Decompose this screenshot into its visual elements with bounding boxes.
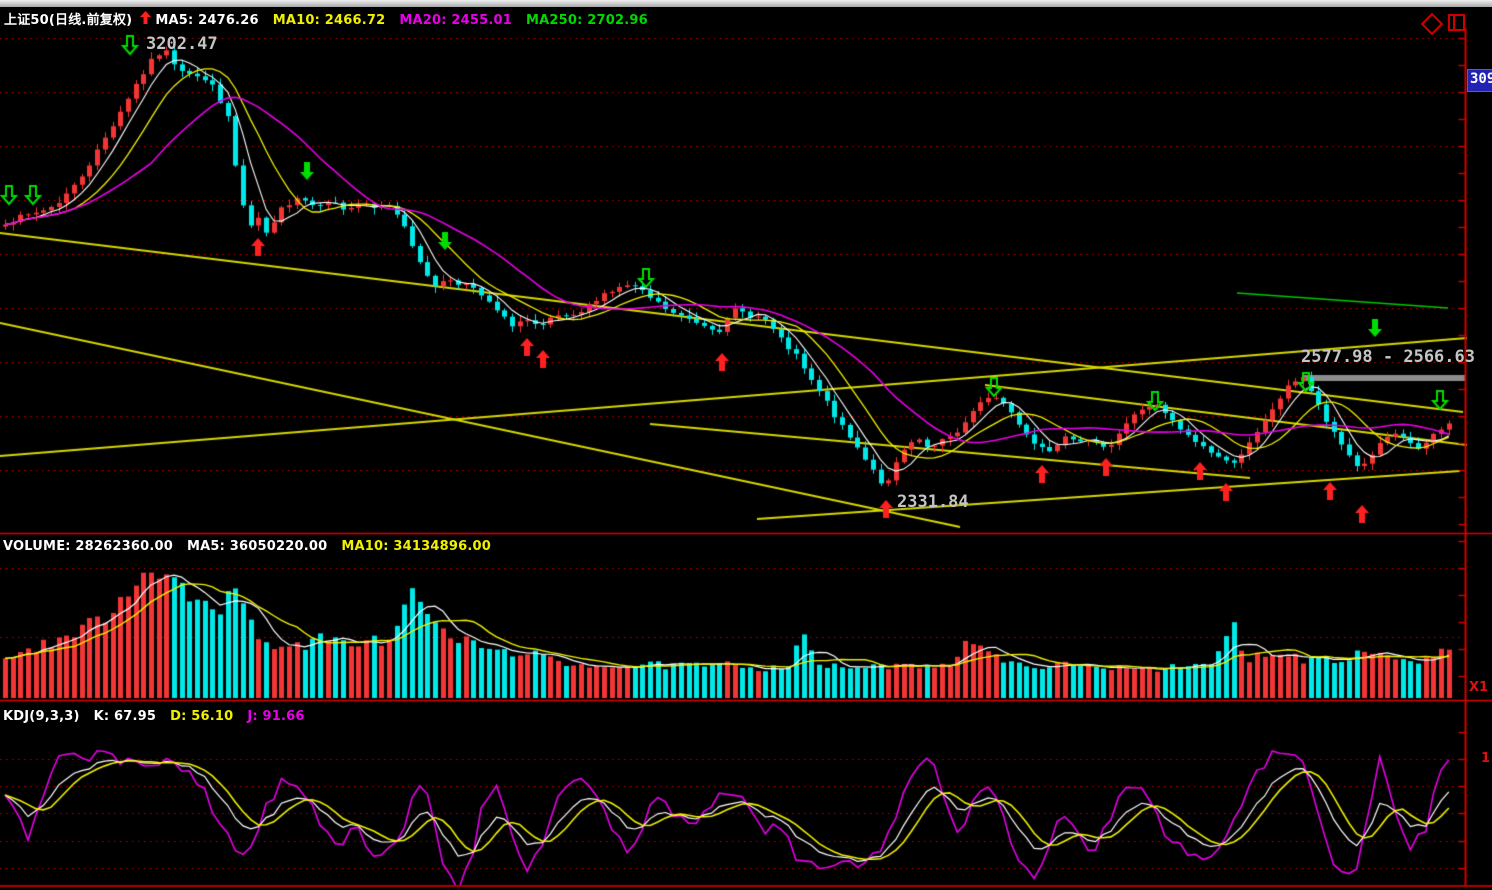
kdj-header: KDJ(9,3,3) K: 67.95 D: 56.10 J: 91.66	[3, 709, 319, 724]
indicator-readout-k: K: 67.95	[93, 709, 157, 724]
indicator-readout-ma20: MA20: 2455.01	[399, 13, 512, 28]
indicator-readout-ma5: MA5: 2476.26	[155, 13, 259, 28]
indicator-readout-j: J: 91.66	[247, 709, 305, 724]
symbol-title: 上证50(日线.前复权)	[4, 13, 133, 28]
indicator-readout-ma10: MA10: 2466.72	[272, 13, 386, 28]
peak-price-label: 3202.47	[146, 34, 218, 54]
low-price-label: 2331.84	[897, 492, 969, 512]
up-arrow-icon	[140, 11, 152, 24]
window-pane-icon[interactable]	[1448, 14, 1465, 31]
indicator-readout-volume: VOLUME: 28262360.00	[3, 539, 173, 554]
volume-scale-label: X1	[1469, 680, 1489, 695]
indicator-readout-d: D: 56.10	[170, 709, 234, 724]
main-chart-header: 上证50(日线.前复权) MA5: 2476.26 MA10: 2466.72 MA2…	[4, 9, 662, 28]
recent-range-label: 2577.98 - 2566.63	[1301, 347, 1475, 367]
titlebar-strip	[0, 0, 1492, 7]
kdj-axis-label: 1	[1481, 751, 1491, 766]
volume-header: VOLUME: 28262360.00 MA5: 36050220.00 MA10:…	[3, 539, 505, 554]
indicator-readout-kdj: KDJ(9,3,3)	[3, 709, 80, 724]
right-axis-price-badge: 309	[1467, 69, 1492, 92]
indicator-readout-ma5: MA5: 36050220.00	[187, 539, 328, 554]
indicator-readout-ma250: MA250: 2702.96	[525, 13, 648, 28]
indicator-readout-ma10: MA10: 34134896.00	[341, 539, 491, 554]
